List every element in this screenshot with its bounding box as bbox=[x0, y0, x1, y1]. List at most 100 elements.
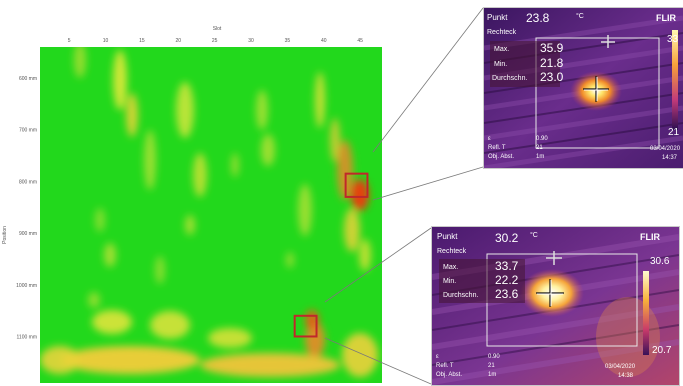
heat-blob-30 bbox=[88, 292, 100, 308]
min-value: 22.2 bbox=[495, 273, 519, 287]
y-tick-label-2: 800 mm bbox=[19, 179, 37, 185]
min-value: 21.8 bbox=[540, 56, 564, 70]
y-tick-label-3: 900 mm bbox=[19, 231, 37, 237]
max-value: 35.9 bbox=[540, 41, 564, 55]
scale-min: 20.7 bbox=[652, 345, 672, 356]
rechteck-label: Rechteck bbox=[487, 29, 517, 36]
heat-blob-8 bbox=[298, 184, 312, 236]
thermal-image-bottom-picture bbox=[432, 227, 679, 385]
distance-value: 1m bbox=[536, 154, 545, 160]
emissivity-value: 0.90 bbox=[488, 354, 500, 360]
thermal-image-bottom: Punkt 30.2 °C FLIR Rechteck Max. 33.7 Mi… bbox=[431, 226, 680, 386]
time-stamp: 14:37 bbox=[662, 155, 678, 161]
punkt-value: 30.2 bbox=[495, 231, 519, 245]
max-label: Max. bbox=[494, 46, 510, 53]
max-label: Max. bbox=[443, 264, 459, 271]
x-tick-label-6: 35 bbox=[285, 38, 291, 44]
avg-value: 23.0 bbox=[540, 70, 564, 84]
heat-blob-21 bbox=[150, 311, 190, 339]
punkt-value: 23.8 bbox=[526, 11, 550, 25]
scale-max: 30.6 bbox=[650, 256, 670, 267]
refl-label: Refl. T bbox=[488, 145, 506, 151]
heat-blob-7 bbox=[261, 134, 275, 166]
heat-blob-1 bbox=[113, 50, 127, 110]
thermal-image-top-picture bbox=[484, 8, 683, 168]
unit-label: °C bbox=[530, 232, 538, 239]
x-tick-label-2: 15 bbox=[139, 38, 145, 44]
color-scale-bar bbox=[643, 271, 649, 355]
emissivity-label: ε bbox=[488, 136, 491, 142]
heat-blob-23 bbox=[305, 322, 325, 358]
crosshair-icon bbox=[537, 280, 563, 306]
distance-label: Obj. Abst. bbox=[488, 154, 515, 160]
crosshair-icon bbox=[536, 279, 564, 307]
heat-blob-2 bbox=[126, 93, 138, 137]
scale-min: 21 bbox=[668, 127, 680, 138]
avg-value: 23.6 bbox=[495, 287, 519, 301]
heatmap-chart: Slot Position 5 10 15 20 25 30 35 40 45 600 mm 70… bbox=[0, 20, 395, 385]
heat-blob-9 bbox=[315, 72, 325, 128]
stats-box bbox=[490, 41, 560, 87]
refl-value: 21 bbox=[488, 363, 495, 369]
heat-blob-0 bbox=[74, 47, 86, 78]
x-tick-label-3: 20 bbox=[175, 38, 181, 44]
max-value: 33.7 bbox=[495, 259, 519, 273]
heat-blob-17 bbox=[155, 256, 165, 284]
heat-blob-12 bbox=[344, 208, 360, 252]
highlight-box-0 bbox=[344, 172, 369, 198]
unit-label: °C bbox=[576, 13, 584, 20]
x-tick-label-0: 5 bbox=[68, 38, 71, 44]
y-tick-label-5: 1100 mm bbox=[17, 334, 37, 340]
crosshair-icon bbox=[583, 76, 609, 102]
crosshair-icon bbox=[584, 77, 608, 101]
min-label: Min. bbox=[443, 278, 457, 285]
heat-blob-15 bbox=[104, 243, 116, 267]
heat-blob-14 bbox=[359, 239, 371, 271]
heat-blob-19 bbox=[231, 153, 239, 177]
distance-value: 1m bbox=[488, 372, 497, 378]
emissivity-value: 0.90 bbox=[536, 136, 548, 142]
rechteck-label: Rechteck bbox=[437, 248, 467, 255]
date-stamp: 03/04/2020 bbox=[605, 364, 636, 370]
heat-blob-4 bbox=[144, 130, 156, 190]
punkt-label: Punkt bbox=[487, 13, 508, 22]
heat-blob-20 bbox=[92, 310, 132, 334]
heat-blob-27 bbox=[342, 333, 378, 377]
min-label: Min. bbox=[494, 61, 508, 68]
x-tick-label-8: 45 bbox=[357, 38, 363, 44]
heat-blob-6 bbox=[256, 90, 268, 130]
heat-blob-13 bbox=[351, 179, 369, 211]
heat-blob-16 bbox=[185, 215, 195, 235]
x-tick-label-5: 30 bbox=[248, 38, 254, 44]
flir-logo: FLIR bbox=[640, 232, 660, 242]
highlight-box-1 bbox=[293, 314, 318, 338]
y-tick-label-4: 1000 mm bbox=[16, 283, 37, 289]
scale-max: 33 bbox=[667, 34, 679, 45]
time-stamp: 14:38 bbox=[618, 373, 634, 379]
x-axis-label: Slot bbox=[213, 26, 222, 32]
x-tick-label-1: 10 bbox=[103, 38, 109, 44]
distance-label: Obj. Abst. bbox=[436, 372, 463, 378]
stats-box bbox=[439, 259, 525, 303]
heat-blob-5 bbox=[193, 153, 207, 197]
refl-value: 21 bbox=[536, 145, 543, 151]
y-axis-label: Position bbox=[2, 226, 8, 244]
crosshair-icon bbox=[601, 35, 615, 48]
heat-blob-18 bbox=[95, 208, 105, 232]
x-tick-label-4: 25 bbox=[212, 38, 218, 44]
emissivity-label: ε bbox=[436, 354, 439, 360]
heat-blob-10 bbox=[330, 118, 340, 162]
heat-blob-25 bbox=[60, 346, 200, 374]
x-tick-label-7: 40 bbox=[321, 38, 327, 44]
y-tick-label-1: 700 mm bbox=[19, 128, 37, 134]
punkt-label: Punkt bbox=[437, 232, 458, 241]
heat-blob-29 bbox=[286, 252, 294, 268]
heat-blob-11 bbox=[337, 140, 353, 200]
crosshair-icon bbox=[546, 251, 562, 265]
thermal-image-top: Punkt 23.8 °C FLIR Rechteck Max. 35.9 Mi… bbox=[483, 7, 683, 169]
measurement-rectangle bbox=[535, 37, 660, 149]
heat-blob-3 bbox=[176, 82, 194, 138]
heatmap-background bbox=[40, 47, 382, 383]
color-scale-bar bbox=[672, 30, 678, 130]
heat-blob-22 bbox=[208, 328, 252, 348]
